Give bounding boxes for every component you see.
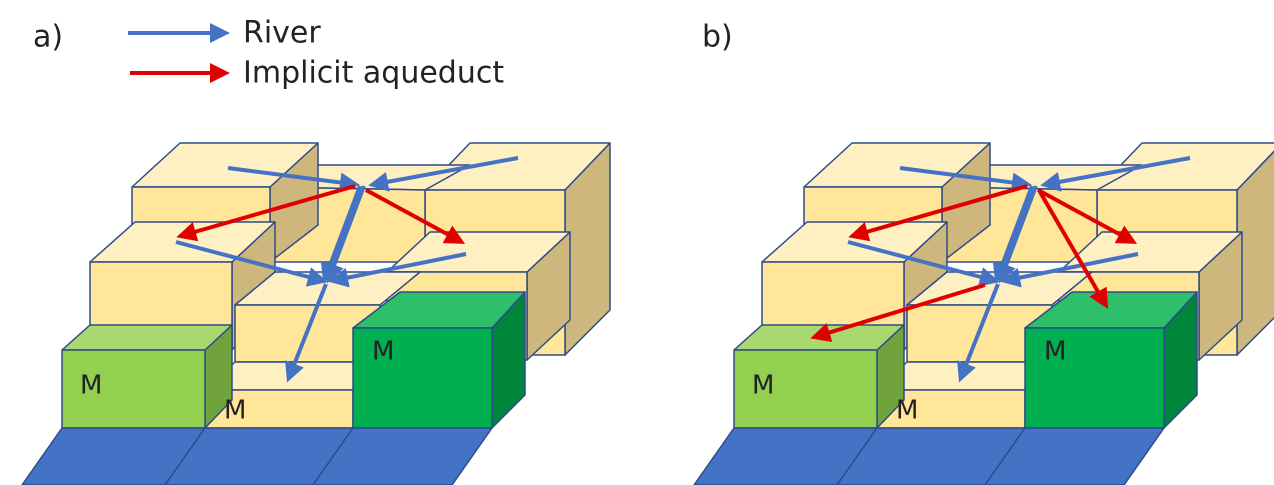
- aqueduct-arrow: [810, 283, 986, 343]
- aqueduct-arrow: [176, 184, 356, 242]
- terrain: [22, 143, 610, 485]
- aqueduct-arrow: [1038, 190, 1109, 309]
- aqueduct-arrow: [848, 184, 1028, 242]
- aqueduct-arrow: [1037, 188, 1138, 244]
- marker-label: M: [224, 396, 246, 426]
- panel-label: b): [702, 20, 733, 55]
- marker-label: M: [896, 396, 918, 426]
- marker-label: M: [372, 337, 394, 367]
- legend-label: River: [243, 16, 321, 51]
- marker-label: M: [752, 371, 774, 401]
- panel-label: a): [33, 20, 63, 55]
- legend-label: Implicit aqueduct: [243, 56, 504, 91]
- terrain: [694, 143, 1274, 485]
- marker-label: M: [80, 371, 102, 401]
- aqueduct-arrow: [365, 188, 466, 244]
- marker-label: M: [1044, 337, 1066, 367]
